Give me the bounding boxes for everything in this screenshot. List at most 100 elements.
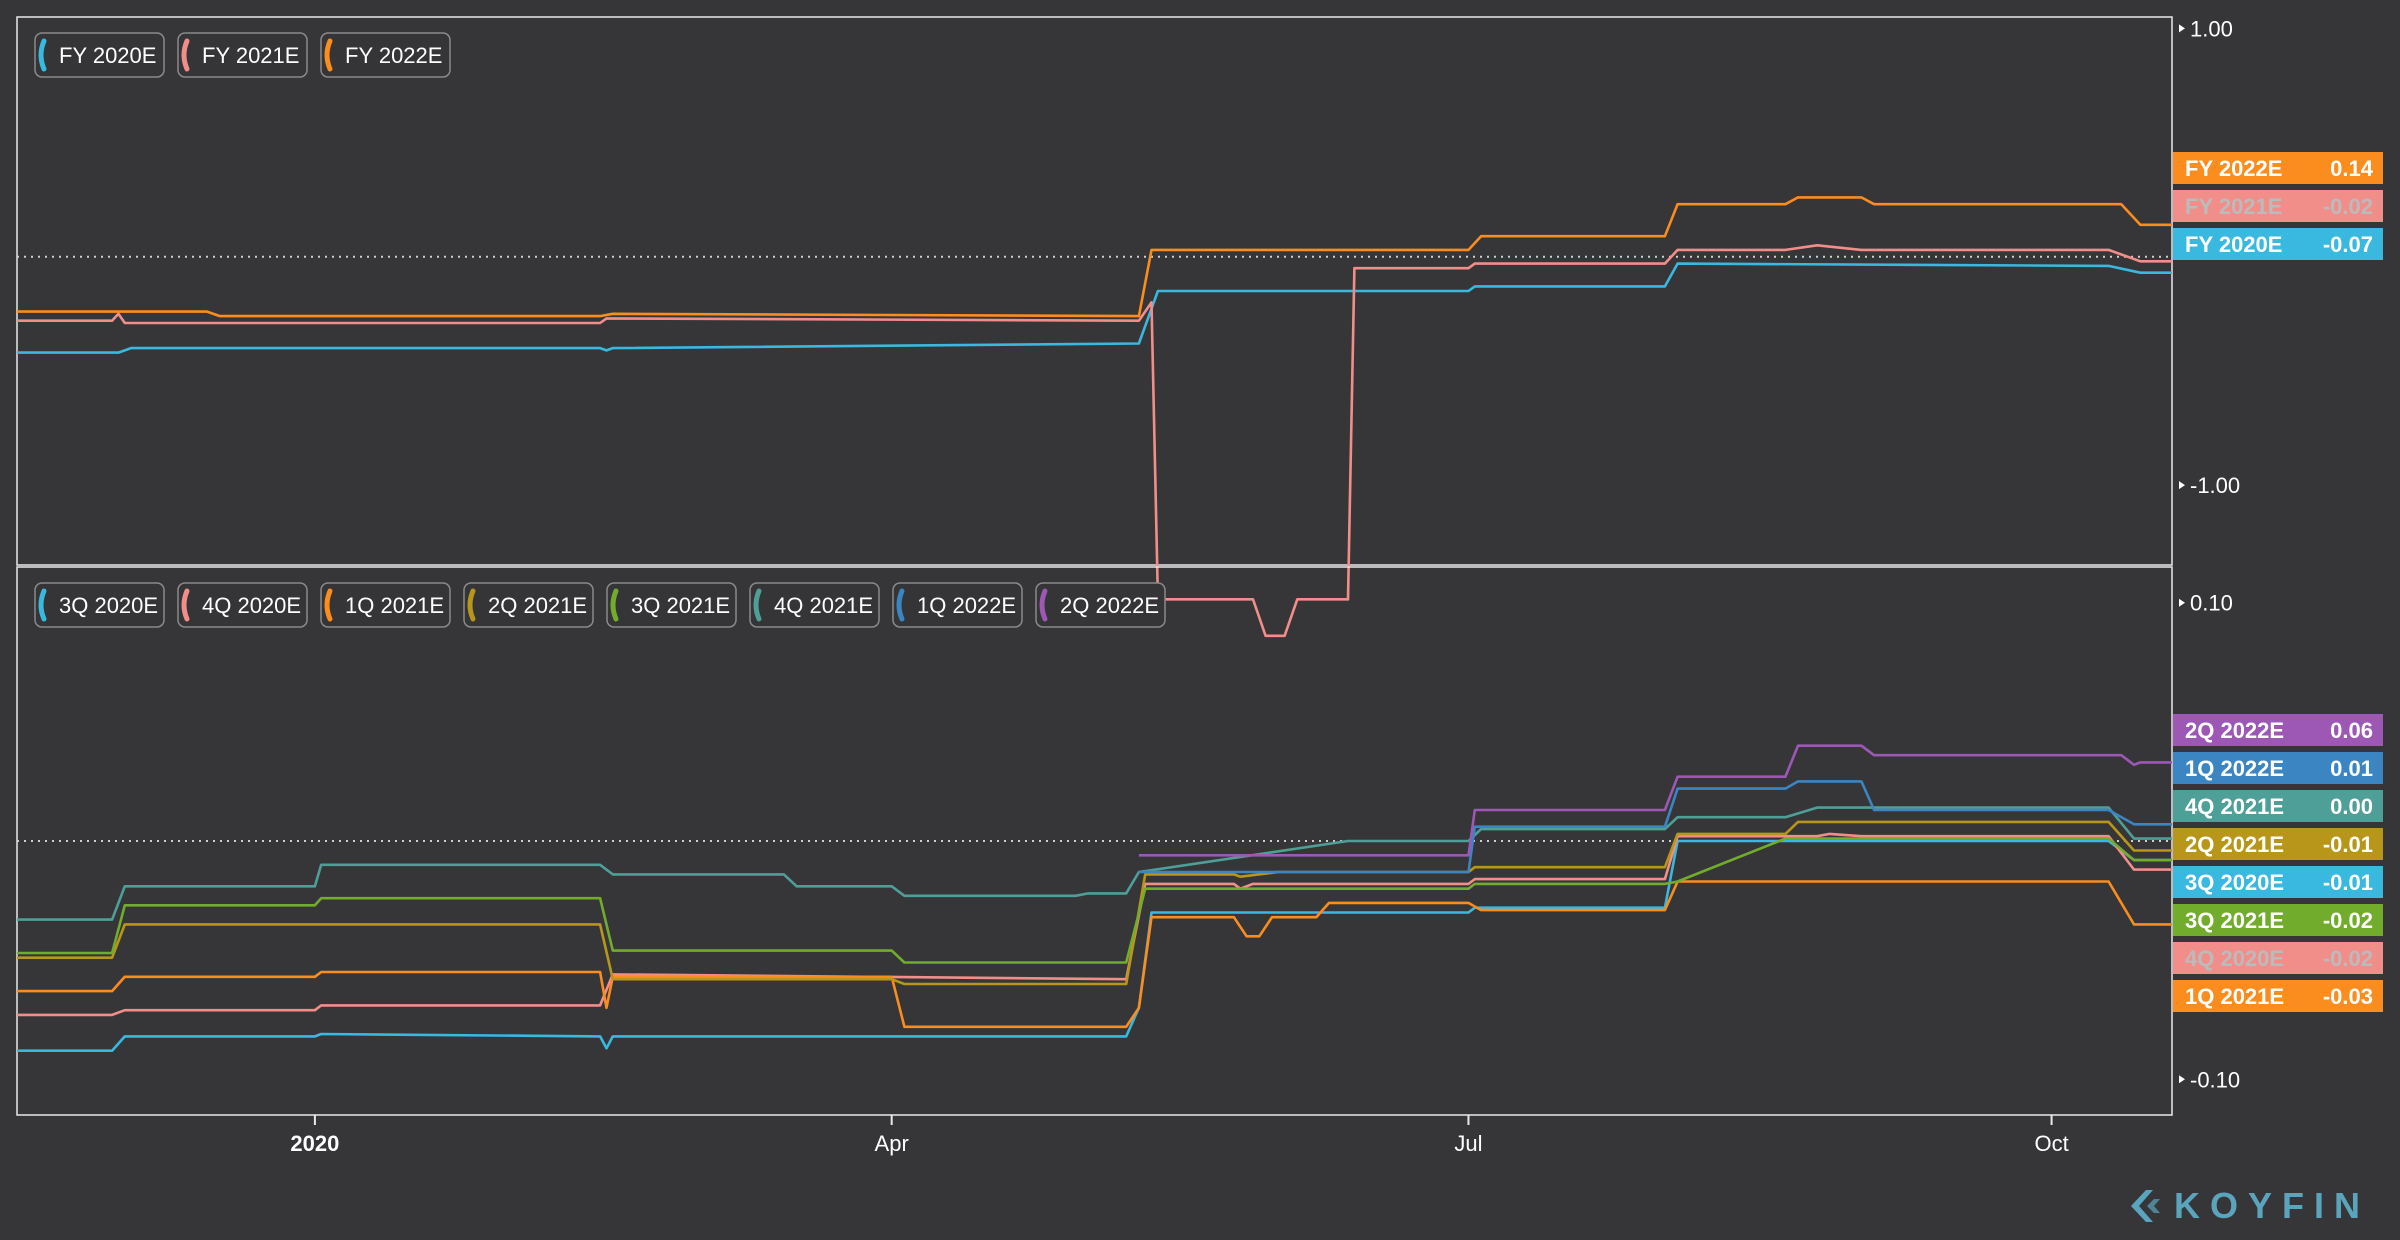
series-line-4q-2021e xyxy=(17,806,2172,921)
y-tick-mark xyxy=(2179,598,2185,607)
legend-item-3q-2021e: 3Q 2021E xyxy=(606,582,737,628)
legend-label: 4Q 2020E xyxy=(202,593,301,618)
legend-chip-frame xyxy=(749,582,880,628)
legend-chip-frame xyxy=(177,32,308,78)
last-value-badge-2q-2022e: 2Q 2022E 0.06 xyxy=(2173,714,2383,746)
badge-background xyxy=(2173,228,2383,260)
legend-color-swatch xyxy=(467,588,476,622)
x-tick-label: 2020 xyxy=(290,1131,339,1156)
legend-item-fy-2022e: FY 2022E xyxy=(320,32,451,78)
koyfin-logo: KOYFIN xyxy=(2126,1184,2370,1228)
chart-panel-bottom: 0.10 -0.10 3Q 2020E 4Q 2020E 1Q 2021E 2Q 2021… xyxy=(16,566,2383,1156)
badge-background xyxy=(2173,714,2383,746)
badge-background xyxy=(2173,828,2383,860)
legend-label: 3Q 2020E xyxy=(59,593,158,618)
legend-label: 2Q 2021E xyxy=(488,593,587,618)
last-value-badge-1q-2021e: 1Q 2021E -0.03 xyxy=(2173,980,2383,1012)
legend-color-swatch xyxy=(324,38,333,72)
badge-last-value: -0.02 xyxy=(2323,908,2373,933)
legend-label: FY 2022E xyxy=(345,43,442,68)
legend-item-4q-2021e: 4Q 2021E xyxy=(749,582,880,628)
series-line-3q-2020e xyxy=(17,839,2172,1052)
series-line-4q-2020e xyxy=(17,832,2172,1017)
logo-text: KOYFIN xyxy=(2174,1185,2371,1226)
badge-last-value: -0.03 xyxy=(2323,984,2373,1009)
badge-last-value: -0.02 xyxy=(2323,946,2373,971)
legend-chip-frame xyxy=(892,582,1023,628)
badge-series-name: FY 2020E xyxy=(2185,232,2282,257)
legend-item-1q-2022e: 1Q 2022E xyxy=(892,582,1023,628)
badge-series-name: 2Q 2022E xyxy=(2185,718,2284,743)
badge-background xyxy=(2173,980,2383,1012)
legend-color-swatch xyxy=(753,588,762,622)
legend-item-1q-2021e: 1Q 2021E xyxy=(320,582,451,628)
badge-series-name: 1Q 2021E xyxy=(2185,984,2284,1009)
legend-chip-frame xyxy=(34,582,165,628)
legend-label: 1Q 2021E xyxy=(345,593,444,618)
last-value-badge-3q-2020e: 3Q 2020E -0.01 xyxy=(2173,866,2383,898)
legend-color-swatch xyxy=(896,588,905,622)
x-tick-label: Jul xyxy=(1454,1131,1482,1156)
badge-series-name: FY 2022E xyxy=(2185,156,2282,181)
legend-label: FY 2020E xyxy=(59,43,156,68)
legend-label: FY 2021E xyxy=(202,43,299,68)
last-value-badge-1q-2022e: 1Q 2022E 0.01 xyxy=(2173,752,2383,784)
series-line-2q-2021e xyxy=(17,820,2172,986)
y-tick-label: 1.00 xyxy=(2190,16,2233,41)
badge-last-value: -0.02 xyxy=(2323,194,2373,219)
series-line-fy-2022e xyxy=(17,196,2172,318)
y-tick-mark xyxy=(2179,481,2185,490)
legend-item-4q-2020e: 4Q 2020E xyxy=(177,582,308,628)
legend-color-swatch xyxy=(181,38,190,72)
badge-background xyxy=(2173,752,2383,784)
last-value-badge-fy-2020e: FY 2020E -0.07 xyxy=(2173,228,2383,260)
legend-label: 3Q 2021E xyxy=(631,593,730,618)
series-line-1q-2021e xyxy=(17,880,2172,1029)
legend-item-3q-2020e: 3Q 2020E xyxy=(34,582,165,628)
legend-color-swatch xyxy=(181,588,190,622)
legend-color-swatch xyxy=(610,588,619,622)
y-tick-label: -1.00 xyxy=(2190,473,2240,498)
badge-background xyxy=(2173,190,2383,222)
last-value-badge-4q-2021e: 4Q 2021E 0.00 xyxy=(2173,790,2383,822)
last-value-badge-2q-2021e: 2Q 2021E -0.01 xyxy=(2173,828,2383,860)
legend-item-fy-2020e: FY 2020E xyxy=(34,32,165,78)
badge-background xyxy=(2173,790,2383,822)
x-tick-label: Apr xyxy=(875,1131,909,1156)
legend-color-swatch xyxy=(1039,588,1048,622)
x-tick-label: Oct xyxy=(2034,1131,2068,1156)
last-value-badge-fy-2021e: FY 2021E -0.02 xyxy=(2173,190,2383,222)
badge-series-name: 3Q 2021E xyxy=(2185,908,2284,933)
badge-last-value: 0.00 xyxy=(2330,794,2373,819)
badge-series-name: 2Q 2021E xyxy=(2185,832,2284,857)
legend-item-2q-2022e: 2Q 2022E xyxy=(1035,582,1166,628)
legend-color-swatch xyxy=(324,588,333,622)
badge-last-value: -0.07 xyxy=(2323,232,2373,257)
last-value-badge-fy-2022e: FY 2022E 0.14 xyxy=(2173,152,2383,184)
legend-chip-frame xyxy=(320,32,451,78)
badge-series-name: FY 2021E xyxy=(2185,194,2282,219)
y-tick-mark xyxy=(2179,1075,2185,1084)
legend-label: 1Q 2022E xyxy=(917,593,1016,618)
badge-series-name: 3Q 2020E xyxy=(2185,870,2284,895)
legend-color-swatch xyxy=(38,38,47,72)
legend-label: 2Q 2022E xyxy=(1060,593,1159,618)
badge-last-value: 0.06 xyxy=(2330,718,2373,743)
y-tick-label: -0.10 xyxy=(2190,1067,2240,1092)
badge-series-name: 4Q 2020E xyxy=(2185,946,2284,971)
badge-background xyxy=(2173,942,2383,974)
y-tick-mark xyxy=(2179,24,2185,33)
legend-chip-frame xyxy=(320,582,451,628)
legend-label: 4Q 2021E xyxy=(774,593,873,618)
legend-item-fy-2021e: FY 2021E xyxy=(177,32,308,78)
legend-color-swatch xyxy=(38,588,47,622)
legend-chip-frame xyxy=(34,32,165,78)
legend-chip-frame xyxy=(177,582,308,628)
badge-last-value: -0.01 xyxy=(2323,870,2373,895)
y-tick-label: 0.10 xyxy=(2190,591,2233,616)
series-line-3q-2021e xyxy=(17,837,2172,964)
series-line-fy-2020e xyxy=(17,262,2172,354)
legend-chip-frame xyxy=(606,582,737,628)
